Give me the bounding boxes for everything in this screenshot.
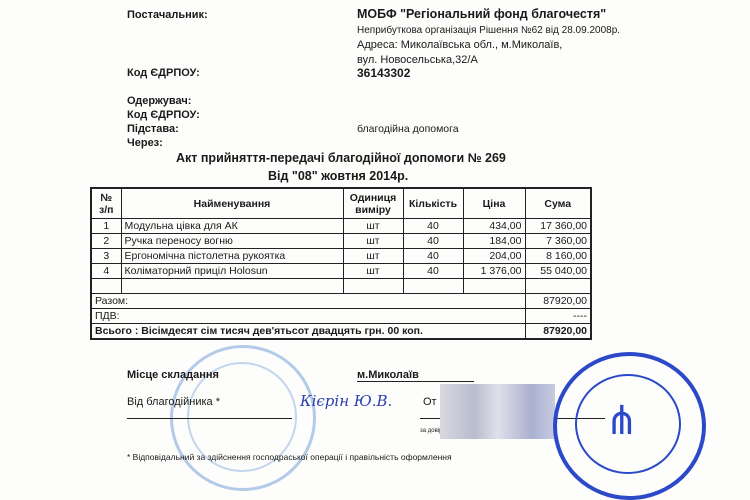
total-row: Всього : Вісімдесят сім тисяч дев'ятьсот… xyxy=(90,323,592,340)
vat-label: ПДВ: xyxy=(90,308,526,324)
cell-qty: 40 xyxy=(402,248,464,264)
cell-sum: 8 160,00 xyxy=(524,248,592,264)
col-qty: Кількість xyxy=(402,187,464,219)
total-value: 87920,00 xyxy=(524,323,592,340)
items-table: № з/п Найменування Одиниця виміру Кількі… xyxy=(90,187,592,340)
vat-value: ---- xyxy=(524,308,592,324)
basis-label: Підстава: xyxy=(127,123,179,135)
footnote: * Відповідальний за здійснення господрас… xyxy=(127,452,452,462)
cell-price: 184,00 xyxy=(462,233,526,249)
trident-emblem-icon: ⋔ xyxy=(605,399,639,443)
cell-unit: шт xyxy=(342,263,404,279)
place-value: м.Миколаїв xyxy=(357,369,474,382)
cell-name: Ручка переносу вогню xyxy=(120,233,344,249)
cell-name: Модульна цівка для АК xyxy=(120,218,344,234)
cell-number: 1 xyxy=(90,218,122,234)
basis-value: благодійна допомога xyxy=(357,123,459,135)
via-label: Через: xyxy=(127,137,163,149)
act-title: Акт прийняття-передачі благодійної допом… xyxy=(176,151,506,165)
cell-qty: 40 xyxy=(402,233,464,249)
supplier-address-1: Адреса: Миколаївська обл., м.Миколаїв, xyxy=(357,39,563,51)
subtotal-value: 87920,00 xyxy=(524,293,592,309)
subtotal-row: Разом: 87920,00 xyxy=(90,293,592,309)
donor-signature: Кієрін Ю.В. xyxy=(300,392,393,410)
cell-sum: 55 040,00 xyxy=(524,263,592,279)
cell-number: 4 xyxy=(90,263,122,279)
cell-sum: 7 360,00 xyxy=(524,233,592,249)
cell-name: Коліматорний приціл Holosun xyxy=(120,263,344,279)
supplier-status: Неприбуткова організація Рішення №62 від… xyxy=(357,25,621,36)
supplier-address-2: вул. Новосельська,32/А xyxy=(357,54,478,66)
col-name: Найменування xyxy=(120,187,344,219)
cell-sum: 17 360,00 xyxy=(524,218,592,234)
from-donor-label: Від благодійника * xyxy=(127,396,220,408)
supplier-label: Постачальник: xyxy=(127,9,208,21)
subtotal-label: Разом: xyxy=(90,293,526,309)
table-row: 3 Ергономічна пістолетна рукоятка шт 40 … xyxy=(90,248,592,264)
cell-unit: шт xyxy=(342,218,404,234)
cell-price: 204,00 xyxy=(462,248,526,264)
donbas-battalion-stamp: ⋔ xyxy=(553,352,706,500)
table-empty-row xyxy=(90,278,592,294)
cell-qty: 40 xyxy=(402,218,464,234)
col-price: Ціна xyxy=(462,187,526,219)
col-sum: Сума xyxy=(524,187,592,219)
cell-qty: 40 xyxy=(402,263,464,279)
place-label: Місце складання xyxy=(127,369,219,381)
table-header-row: № з/п Найменування Одиниця виміру Кількі… xyxy=(90,187,592,219)
total-label: Всього : Вісімдесят сім тисяч дев'ятьсот… xyxy=(90,323,526,340)
cell-price: 1 376,00 xyxy=(462,263,526,279)
cell-name: Ергономічна пістолетна рукоятка xyxy=(120,248,344,264)
vat-row: ПДВ: ---- xyxy=(90,308,592,324)
cell-unit: шт xyxy=(342,248,404,264)
donor-signature-line xyxy=(127,418,292,419)
table-row: 4 Коліматорний приціл Holosun шт 40 1 37… xyxy=(90,263,592,279)
cell-number: 3 xyxy=(90,248,122,264)
recipient-label: Одержувач: xyxy=(127,95,192,107)
table-row: 2 Ручка переносу вогню шт 40 184,00 7 36… xyxy=(90,233,592,249)
col-number: № з/п xyxy=(90,187,122,219)
cell-number: 2 xyxy=(90,233,122,249)
col-unit: Одиниця виміру xyxy=(342,187,404,219)
supplier-code-label: Код ЄДРПОУ: xyxy=(127,67,200,79)
supplier-name: МОБФ "Регіональний фонд благочестя" xyxy=(357,7,607,21)
act-date: Від "08" жовтня 2014р. xyxy=(268,169,409,183)
cell-unit: шт xyxy=(342,233,404,249)
recipient-code-label: Код ЄДРПОУ: xyxy=(127,109,200,121)
table-row: 1 Модульна цівка для АК шт 40 434,00 17 … xyxy=(90,218,592,234)
supplier-code: 36143302 xyxy=(357,66,411,80)
redacted-area xyxy=(440,384,555,439)
cell-price: 434,00 xyxy=(462,218,526,234)
to-recipient-label: От xyxy=(423,396,437,408)
